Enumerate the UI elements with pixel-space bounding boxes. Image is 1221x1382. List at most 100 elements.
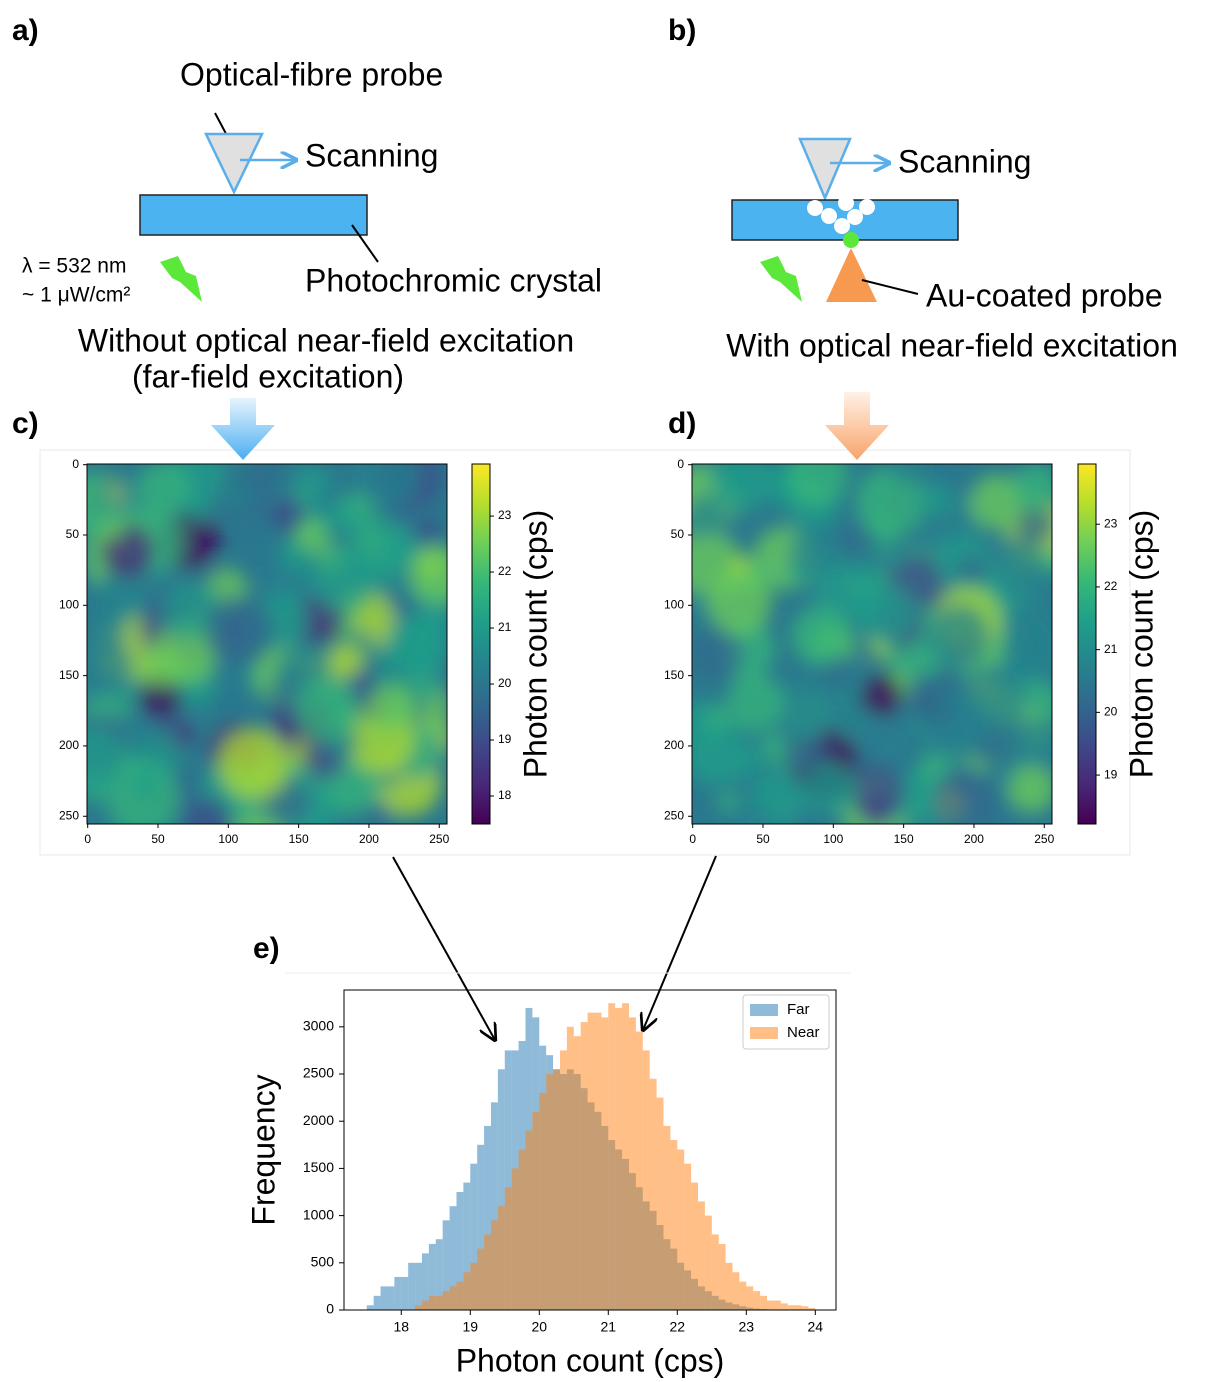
heatmap-blob [791, 606, 850, 665]
y-tick-label: 50 [66, 527, 80, 541]
x-tick-label: 19 [462, 1319, 478, 1335]
histogram-bar [553, 1069, 560, 1310]
histogram-bar [746, 1286, 753, 1310]
histogram-bar [601, 1017, 608, 1310]
heatmap-blob [92, 576, 134, 618]
heatmap-blob [353, 438, 420, 505]
y-tick-label: 200 [664, 738, 684, 752]
histogram-bar [795, 1305, 802, 1310]
heatmap-blob [989, 537, 1046, 594]
crystal-label: Photochromic crystal [305, 262, 602, 298]
x-tick-label: 18 [393, 1319, 409, 1335]
colorbar-tick-label: 21 [1104, 642, 1118, 656]
histogram-bar [774, 1301, 781, 1310]
histogram-bar [525, 1131, 532, 1310]
histogram-bar [408, 1263, 415, 1310]
heatmap-blob [74, 638, 135, 699]
histogram-bar [594, 1013, 601, 1310]
link-arrow [393, 857, 495, 1040]
x-tick-label: 200 [359, 832, 379, 846]
histogram-bar [767, 1301, 774, 1310]
colorbar-label: Photon count (cps) [517, 510, 553, 779]
x-tick-label: 250 [429, 832, 449, 846]
colorbar-tick-label: 22 [1104, 579, 1118, 593]
histogram-bar [415, 1305, 422, 1310]
histogram-bar [367, 1305, 374, 1310]
heatmap-blob [707, 707, 729, 729]
histogram-bar [422, 1301, 429, 1310]
histogram-bar [415, 1263, 422, 1310]
histogram-bar [381, 1286, 388, 1310]
histogram-bar [374, 1296, 381, 1310]
x-tick-label: 20 [531, 1319, 547, 1335]
legend-label: Far [787, 1001, 810, 1018]
heatmap-blob [837, 522, 872, 557]
heatmap-blob [64, 479, 116, 531]
y-tick-label: 500 [311, 1254, 335, 1270]
histogram-bar [505, 1187, 512, 1310]
x-tick-label: 150 [894, 832, 914, 846]
heatmap-blob [707, 569, 772, 634]
x-tick-label: 50 [756, 832, 770, 846]
light-icon [760, 256, 802, 302]
histogram-bar [670, 1140, 677, 1310]
caption: With optical near-field excitation [726, 327, 1178, 363]
y-tick-label: 1500 [303, 1159, 334, 1175]
probe-label: Optical-fibre probe [180, 56, 443, 92]
heatmap-image [671, 444, 1074, 846]
heatmap-blob [1020, 637, 1052, 669]
histogram-bar [636, 1032, 643, 1310]
histogram-bar [643, 1050, 650, 1310]
heatmap-blob [927, 604, 991, 668]
intensity-label: ~ 1 μW/cm² [22, 284, 130, 307]
light-icon [160, 256, 202, 302]
panel-label: b) [668, 14, 696, 47]
heatmap-blob [691, 628, 743, 680]
y-tick-label: 150 [664, 668, 684, 682]
y-tick-label: 200 [59, 738, 79, 752]
heatmap-blob [712, 451, 773, 512]
histogram-bar [581, 1022, 588, 1310]
heatmap-blob [310, 486, 339, 515]
colorbar-tick-label: 19 [1104, 767, 1118, 781]
histogram-bar [629, 1017, 636, 1310]
histogram-bar [574, 1036, 581, 1310]
heatmap-blob [878, 731, 905, 758]
histogram-bar [588, 1013, 595, 1310]
histogram-bar [760, 1296, 767, 1310]
histogram-bar [608, 1003, 615, 1310]
histogram-bar [498, 1206, 505, 1310]
histogram-bar [463, 1272, 470, 1310]
heatmap-blob [717, 792, 738, 813]
y-tick-label: 3000 [303, 1018, 334, 1034]
scanning-label: Scanning [305, 137, 438, 173]
heatmap-blob [854, 583, 914, 643]
histogram-bar [788, 1305, 795, 1310]
heatmap-blob [220, 481, 252, 513]
x-tick-label: 200 [964, 832, 984, 846]
au-probe [826, 248, 877, 302]
fibre-probe [800, 139, 850, 198]
x-tick-label: 0 [84, 832, 91, 846]
y-tick-label: 1000 [303, 1206, 334, 1222]
wavelength-label: λ = 532 nm [22, 255, 126, 278]
y-tick-label: 100 [59, 598, 79, 612]
histogram-bar [491, 1220, 498, 1310]
colorbar-tick-label: 19 [498, 732, 512, 746]
histogram-bar [677, 1150, 684, 1310]
heatmap-blob [919, 483, 951, 515]
heatmap-blob [137, 462, 190, 515]
heatmap-image [58, 431, 477, 846]
histogram-bar [684, 1164, 691, 1310]
y-tick-label: 150 [59, 668, 79, 682]
x-tick-label: 21 [600, 1319, 616, 1335]
histogram-bar [450, 1286, 457, 1310]
y-tick-label: 0 [677, 457, 684, 471]
x-tick-label: 50 [151, 832, 165, 846]
histogram-bar [443, 1291, 450, 1310]
histogram-bar [567, 1027, 574, 1310]
histogram-bar [560, 1050, 567, 1310]
x-axis-label: Photon count (cps) [456, 1342, 725, 1378]
colorbar [472, 464, 490, 824]
heatmap-blob [203, 595, 274, 666]
